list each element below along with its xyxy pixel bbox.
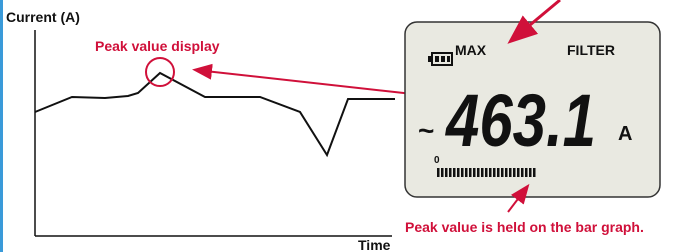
bar-segment: [457, 168, 460, 177]
bar-zero: 0: [434, 155, 440, 166]
bar-segment: [509, 168, 512, 177]
bar-segment: [469, 168, 472, 177]
bar-segment: [505, 168, 508, 177]
bar-segment: [481, 168, 484, 177]
bar-segment: [521, 168, 524, 177]
bar-segment: [517, 168, 520, 177]
reading: 463.1: [444, 79, 596, 162]
unit: A: [618, 123, 632, 145]
peak-arrow: [196, 70, 440, 97]
diagram: Current (A) Time Peak value display MAX …: [0, 0, 675, 252]
bar-segment: [513, 168, 516, 177]
bar-segment: [441, 168, 444, 177]
bar-segment: [501, 168, 504, 177]
left-strip: [0, 0, 3, 252]
bar-segment: [449, 168, 452, 177]
bar-segment: [461, 168, 464, 177]
bar-segment: [493, 168, 496, 177]
bar-segment: [477, 168, 480, 177]
bar-graph-note: Peak value is held on the bar graph.: [405, 219, 644, 235]
bar-segment: [445, 168, 448, 177]
peak-note: Peak value display: [95, 38, 220, 54]
bar-segment: [453, 168, 456, 177]
bar-segment: [465, 168, 468, 177]
bar-segment: [533, 168, 536, 177]
bar-segment: [497, 168, 500, 177]
max-label: MAX: [455, 42, 487, 58]
bar-segment: [525, 168, 528, 177]
bar-segment: [485, 168, 488, 177]
y-axis-label: Current (A): [6, 9, 80, 25]
bar-segment: [529, 168, 532, 177]
x-axis-label: Time: [358, 237, 391, 252]
filter-label: FILTER: [567, 42, 615, 58]
ac-symbol: ~: [418, 115, 434, 146]
bar-segment: [489, 168, 492, 177]
bar-segment: [473, 168, 476, 177]
bar-segment: [437, 168, 440, 177]
